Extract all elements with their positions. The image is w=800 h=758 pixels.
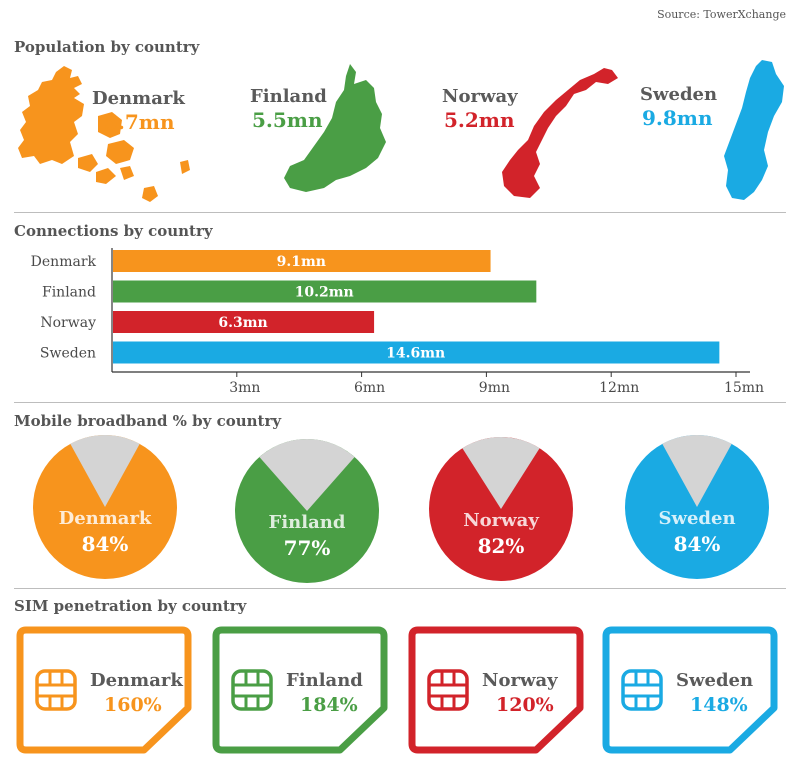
sim-name-denmark: Denmark [90,670,183,691]
pop-value-sweden: 9.8mn [642,106,713,130]
pop-name-finland: Finland [250,86,327,107]
sim-chip-icon [427,669,469,711]
sim-title: SIM penetration by country [14,597,247,615]
pie-norway: Norway 82% [426,434,576,584]
pie-finland: Finland 77% [232,436,382,586]
sim-card-norway: Norway 120% [406,624,586,754]
broadband-title: Mobile broadband % by country [14,412,282,430]
sim-chip-icon [621,669,663,711]
x-tick-label: 6mn [354,380,385,396]
pie-value-denmark: 84% [81,532,129,556]
connections-bar-chart: Denmark 9.1mn Finland 10.2mn Norway 6.3mn Swed… [31,248,764,396]
pie-sweden: Sweden 84% [622,432,772,582]
sweden-map-icon [724,60,784,200]
pop-name-norway: Norway [442,86,518,107]
sim-name-sweden: Sweden [676,670,754,691]
source-note: Source: TowerXchange [657,8,786,21]
connections-title: Connections by country [14,222,213,240]
sim-card-border [16,626,192,754]
sim-chip-icon [231,669,273,711]
sim-card-denmark: Denmark 160% [14,624,194,754]
sim-name-finland: Finland [286,670,363,691]
divider-1 [14,212,786,213]
pop-value-norway: 5.2mn [444,108,515,132]
pop-name-denmark: Denmark [92,88,185,109]
chip-body [231,669,273,711]
pie-value-finland: 77% [283,536,331,560]
sim-card-sweden: Sweden 148% [600,624,780,754]
bar-data-label: 6.3mn [218,315,267,331]
bar-data-label: 14.6mn [386,346,445,362]
pie-slice-remainder [70,435,140,507]
sim-chip-icon [35,669,77,711]
bar-category-label: Norway [40,315,96,331]
bar-category-label: Denmark [31,254,97,270]
population-title: Population by country [14,38,200,56]
pop-value-finland: 5.5mn [252,108,323,132]
bar-category-label: Sweden [40,346,96,362]
sim-value-finland: 184% [300,694,358,716]
pie-slice-remainder [662,435,732,507]
pie-value-sweden: 84% [673,532,721,556]
pie-slice-remainder [259,439,355,511]
finland-map-icon [284,64,386,192]
x-tick-label: 15mn [724,380,764,396]
sim-name-norway: Norway [482,670,558,691]
pie-value-norway: 82% [477,534,525,558]
pop-value-denmark: 5.7mn [104,110,175,134]
pop-name-sweden: Sweden [640,84,718,105]
pie-denmark: Denmark 84% [30,432,180,582]
chip-body [427,669,469,711]
pie-label-sweden: Sweden [658,508,736,529]
pie-slice-remainder [462,437,540,509]
chip-body [35,669,77,711]
x-tick-label: 9mn [479,380,510,396]
sim-card-outline [602,626,778,754]
divider-2 [14,402,786,403]
sim-card-border [408,626,584,754]
sim-card-outline [16,626,192,754]
bar-category-label: Finland [42,285,96,301]
x-tick-label: 3mn [229,380,260,396]
sim-card-finland: Finland 184% [210,624,390,754]
norway-map-icon [502,68,618,198]
bar-denmark [113,250,491,272]
bar-finland [113,280,537,303]
pie-label-norway: Norway [463,510,539,531]
sim-value-sweden: 148% [690,694,748,716]
pie-label-denmark: Denmark [58,508,152,529]
x-tick-label: 12mn [599,380,639,396]
bar-norway [113,311,375,333]
chip-body [621,669,663,711]
sim-card-border [602,626,778,754]
sim-card-border [212,626,388,754]
divider-3 [14,588,786,589]
sim-value-norway: 120% [496,694,554,716]
sim-card-outline [212,626,388,754]
sim-card-outline [408,626,584,754]
sim-value-denmark: 160% [104,694,162,716]
bar-sweden [113,341,720,364]
pie-label-finland: Finland [268,512,346,533]
bar-data-label: 10.2mn [295,285,354,301]
bar-data-label: 9.1mn [277,254,326,270]
denmark-map-icon [18,66,190,202]
